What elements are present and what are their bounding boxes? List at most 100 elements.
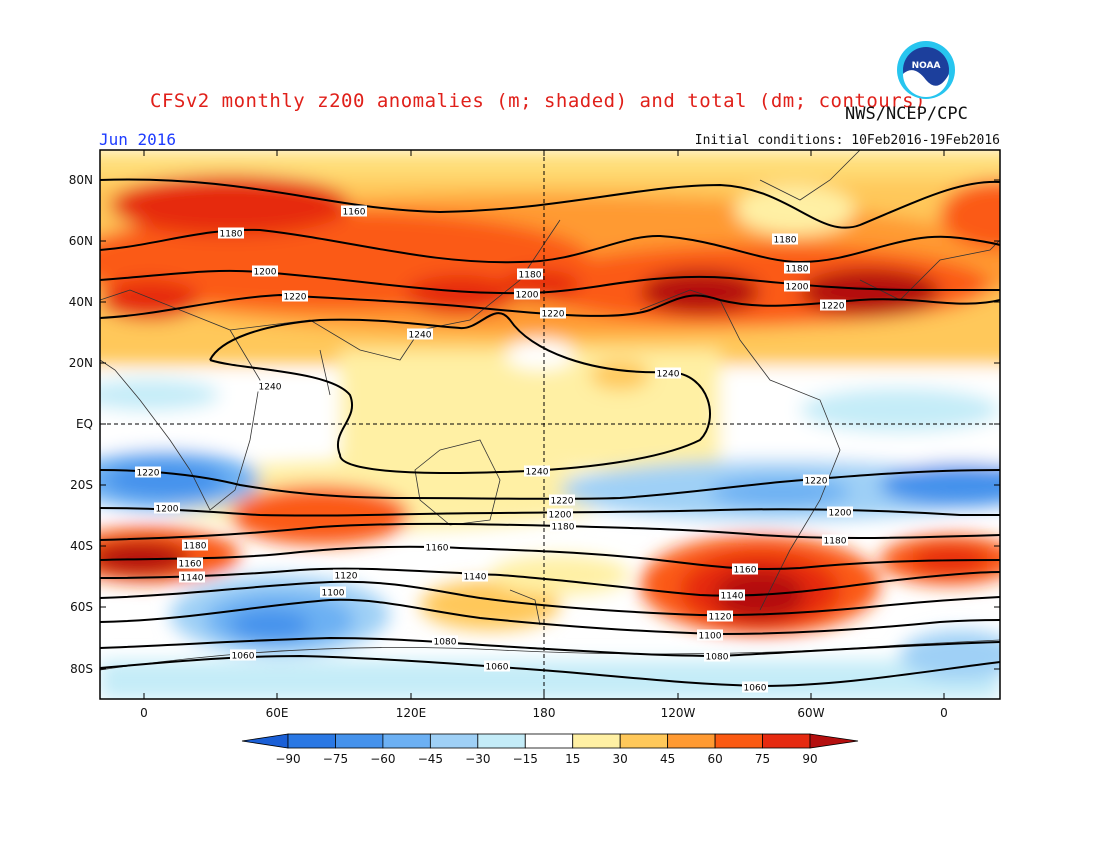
colorbar-label: 45 [660,752,675,766]
contour-label-box [549,494,575,506]
colorbar-swatch [714,733,763,749]
contour-label-box [732,563,758,575]
colorbar-label: −75 [323,752,348,766]
lon-tick-label: 0 [140,706,148,720]
contour-label: 1220 [551,497,574,507]
lat-tick-label: 60S [70,600,93,614]
contour-label-box [484,660,510,672]
lon-tick-label: 120W [661,706,696,720]
contour-label-box [333,569,359,581]
contour-label-box [547,508,573,520]
contour-label-box [514,288,540,300]
lon-tick-label: 120E [396,706,427,720]
lat-tick-label: 40S [70,539,93,553]
contour-label: 1180 [220,230,243,240]
contour-label-box [230,649,256,661]
contour-label-box [707,610,733,622]
contour-label-box [827,506,853,518]
contour-label-box [257,380,283,392]
initial-conditions: Initial conditions: 10Feb2016-19Feb2016 [694,133,1000,148]
colorbar-label: 90 [802,752,817,766]
contour-label-box [407,328,433,340]
contour-label-box [820,299,846,311]
contour-label: 1180 [184,542,207,552]
contour-label-box [784,280,810,292]
colorbar-swatch [572,733,621,749]
contour-label-box [517,268,543,280]
colorbar-label: 75 [755,752,770,766]
lon-tick-label: 0 [940,706,948,720]
contour-1180-north [100,228,1000,264]
reference-lines [100,150,1000,699]
contour-label: 1220 [284,293,307,303]
colorbar-label: −30 [465,752,490,766]
contour-label: 1060 [486,663,509,673]
contour-label-box [320,586,346,598]
contour-label-box [341,205,367,217]
contour-label: 1180 [786,265,809,275]
contour-labels: 1160118011801180118012001200120012201220… [135,205,853,694]
contour-label: 1220 [822,302,845,312]
contour-1160-north [100,178,1000,229]
colorbar-label: 15 [565,752,580,766]
colorbar-swatch [477,733,526,749]
contour-label: 1240 [409,331,432,341]
longitude-axis: 0 60E 120E 180 120W 60W 0 [140,150,948,720]
colorbar: −90 −75 −60 −45 −30 −15 15 30 45 60 75 90 [241,733,859,766]
contour-label-box [704,650,730,662]
contour-label: 1080 [434,638,457,648]
contour-label: 1180 [774,236,797,246]
contour-label-box [822,534,848,546]
colorbar-label: −60 [370,752,395,766]
colorbar-label: −90 [275,752,300,766]
contour-label: 1060 [744,684,767,694]
contour-label: 1220 [542,310,565,320]
lat-tick-label: 80S [70,662,93,676]
contour-label: 1160 [179,560,202,570]
lat-tick-label: EQ [76,417,93,431]
contour-label-box [550,520,576,532]
contour-label-box [524,465,550,477]
contour-label: 1100 [322,589,345,599]
contour-label: 1160 [426,544,449,554]
contour-label: 1180 [519,271,542,281]
lat-tick-label: 80N [69,173,93,187]
contour-label-box [252,265,278,277]
colorbar-label: −15 [513,752,538,766]
contour-label-box [135,466,161,478]
contour-1220-north [100,293,1000,319]
contour-label-box [154,502,180,514]
contour-label: 1200 [786,283,809,293]
contour-label-box [742,681,768,693]
contour-label: 1060 [232,652,255,662]
contour-label: 1240 [259,383,282,393]
map-title: CFSv2 monthly z200 anomalies (m; shaded)… [150,90,927,112]
contour-1240-north [209,312,711,475]
lat-tick-label: 20N [69,356,93,370]
colorbar-swatch [287,733,336,749]
contour-label-box [182,539,208,551]
colorbar-label: 30 [613,752,628,766]
contour-label-box [803,474,829,486]
contour-label: 1220 [805,477,828,487]
colorbar-swatch [524,733,574,749]
noaa-logo-icon: NOAA [897,41,955,99]
contour-label: 1240 [526,468,549,478]
colorbar-swatch [667,733,716,749]
contour-label: 1200 [829,509,852,519]
lon-tick-label: 60W [797,706,824,720]
contour-1100-south [100,598,1000,636]
contour-label: 1140 [464,573,487,583]
contour-label: 1180 [824,537,847,547]
contour-label: 1140 [721,592,744,602]
noaa-logo-text: NOAA [912,61,941,71]
contour-label: 1240 [657,370,680,380]
lat-tick-label: 60N [69,234,93,248]
forecast-month: Jun 2016 [99,130,177,149]
contour-1120-south [100,580,1000,617]
contour-label: 1180 [552,523,575,533]
contour-label: 1160 [734,566,757,576]
contour-label-box [432,635,458,647]
colorbar-swatch [429,733,479,749]
